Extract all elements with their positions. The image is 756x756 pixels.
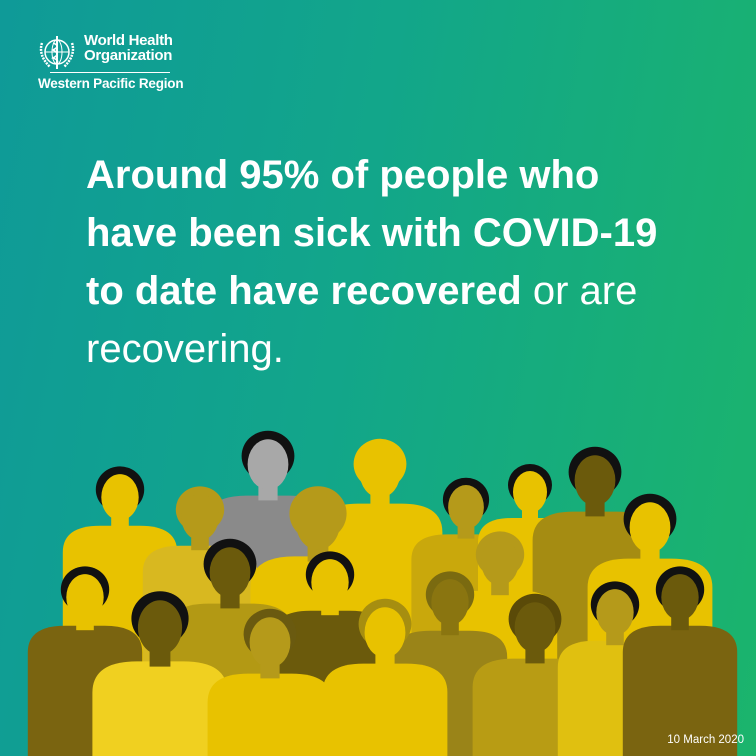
logo-line-1: World Health bbox=[84, 32, 173, 49]
who-emblem-icon bbox=[39, 36, 75, 69]
date-label: 10 March 2020 bbox=[667, 734, 744, 746]
who-logo: World Health Organization bbox=[34, 33, 173, 75]
headline-line-2: have been sick with COVID-19 bbox=[86, 211, 658, 255]
headline: Around 95% of people who have been sick … bbox=[86, 146, 657, 378]
person-figure bbox=[322, 598, 448, 756]
person-figure bbox=[92, 591, 228, 756]
crowd-illustration bbox=[27, 430, 738, 756]
headline-line-1: Around 95% of people who bbox=[86, 153, 600, 197]
headline-line-3-regular: or are bbox=[521, 269, 638, 313]
headline-line-4: recovering. bbox=[86, 327, 284, 371]
logo-line-2: Organization bbox=[84, 47, 173, 64]
logo-region: Western Pacific Region bbox=[38, 76, 184, 91]
person-figure bbox=[207, 608, 333, 756]
person-figure bbox=[622, 566, 738, 756]
headline-line-3-bold: to date have recovered bbox=[86, 269, 522, 313]
logo-divider bbox=[50, 72, 170, 73]
